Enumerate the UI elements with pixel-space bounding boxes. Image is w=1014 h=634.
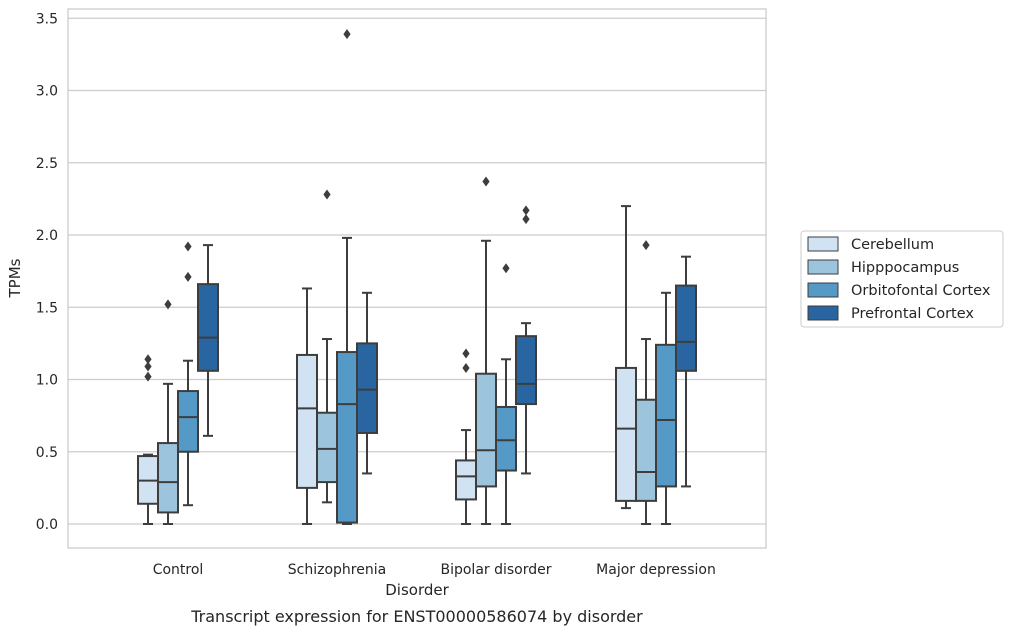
y-tick-label: 3.5 [36,11,58,27]
box-hipppocampus [475,176,497,525]
outlier-point [482,176,490,187]
outlier-point [522,214,530,225]
x-tick-label: Schizophrenia [288,562,386,578]
box-orbitofontal-cortex [655,291,677,525]
y-tick-label: 0.5 [36,445,58,461]
box-orbitofontal-cortex [495,263,517,525]
outlier-point [343,29,351,40]
chart-caption: Transcript expression for ENST0000058607… [190,607,643,626]
legend-label: Hipppocampus [851,260,959,276]
legend-swatch [807,282,839,298]
box-iqr [336,351,358,524]
box-iqr [655,343,677,488]
plot-frame [67,8,767,549]
box-cerebellum [296,287,318,525]
box-iqr [157,442,179,514]
box-prefrontal-cortex [515,205,537,475]
outlier-point [184,271,192,282]
y-tick-label: 1.0 [36,373,58,389]
outlier-point [144,361,152,372]
box-prefrontal-cortex [356,291,378,475]
y-tick-label: 0.0 [36,517,58,533]
x-tick-labels: Control Schizophrenia Bipolar disorder Majo… [153,562,716,578]
boxes-layer [137,29,697,525]
box-iqr [356,342,378,434]
box-cerebellum [455,348,477,525]
outlier-point [522,205,530,216]
legend: Cerebellum Hipppocampus Orbitofontal Corte… [800,230,1004,328]
legend-label: Orbitofontal Cortex [851,283,991,299]
outlier-point [184,241,192,252]
legend-swatch [807,236,839,252]
box-iqr [177,390,199,453]
x-tick-label: Bipolar disorder [440,562,551,578]
box-hipppocampus [316,189,338,504]
box-orbitofontal-cortex [177,241,199,507]
outlier-point [462,348,470,359]
box-cerebellum [615,205,637,510]
box-prefrontal-cortex [675,255,697,488]
y-tick-labels: 0.0 0.5 1.0 1.5 2.0 2.5 3.0 3.5 [36,11,58,533]
box-cerebellum [137,354,159,525]
outlier-point [164,299,172,310]
x-tick-label: Control [153,562,204,578]
legend-label: Prefrontal Cortex [851,306,974,322]
box-iqr [455,459,477,501]
y-tick-label: 2.0 [36,228,58,244]
legend-box [800,230,1004,328]
outlier-point [642,240,650,251]
box-hipppocampus [157,299,179,525]
outlier-point [144,354,152,365]
box-orbitofontal-cortex [336,29,358,525]
box-iqr [615,366,637,502]
outlier-point [144,371,152,382]
y-tick-label: 1.5 [36,300,58,316]
legend-swatch [807,305,839,321]
outlier-point [323,189,331,200]
y-tick-label: 3.0 [36,84,58,100]
box-iqr [675,284,697,372]
legend-label: Cerebellum [851,237,934,253]
y-axis-label: TPMs [6,258,24,298]
box-iqr [197,283,219,372]
box-iqr [495,405,517,472]
outlier-point [502,263,510,274]
box-iqr [475,372,497,488]
box-iqr [515,335,537,406]
box-prefrontal-cortex [197,244,219,437]
box-hipppocampus [635,240,657,525]
box-iqr [635,398,657,502]
x-axis-label: Disorder [385,581,449,599]
outlier-point [462,362,470,373]
legend-swatch [807,259,839,275]
box-iqr [296,353,318,489]
y-tick-label: 2.5 [36,156,58,172]
x-tick-label: Major depression [596,562,716,578]
box-iqr [316,411,338,484]
